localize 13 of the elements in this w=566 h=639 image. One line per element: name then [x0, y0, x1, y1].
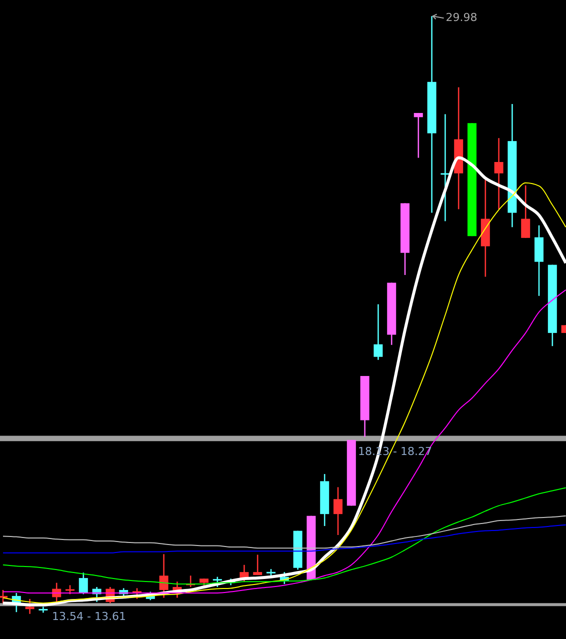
- annotation: 29.98: [446, 11, 478, 24]
- candlestick: [521, 184, 530, 239]
- band-label: 13.54 - 13.61: [52, 610, 126, 624]
- candlestick: [334, 486, 342, 536]
- candlestick: [494, 137, 504, 210]
- candlestick: [414, 112, 423, 158]
- candlestick: [440, 114, 450, 222]
- candlestick: [253, 554, 262, 576]
- candlestick: [374, 304, 383, 360]
- candlestick: [25, 598, 34, 615]
- candlestick: [78, 572, 88, 595]
- candlestick: [212, 576, 223, 588]
- candlestick: [159, 553, 168, 598]
